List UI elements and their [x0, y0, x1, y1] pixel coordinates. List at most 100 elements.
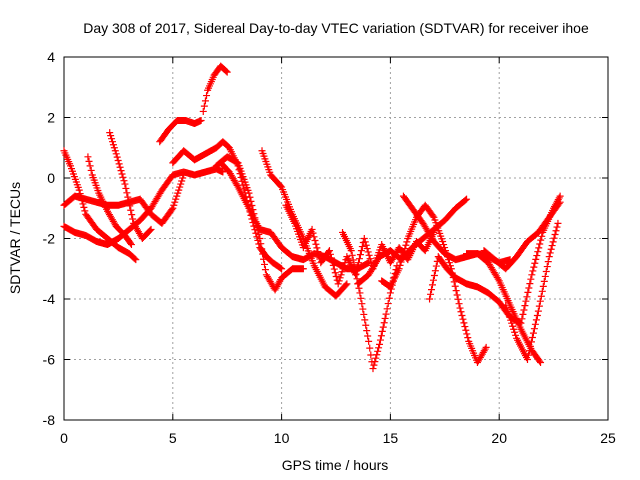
- data-point-marker: [364, 248, 372, 256]
- data-point-marker: [532, 255, 540, 263]
- data-point-marker: [330, 265, 338, 273]
- data-point-marker: [395, 265, 403, 273]
- data-point-marker: [129, 215, 137, 223]
- data-point-marker: [170, 201, 178, 209]
- data-point-marker: [325, 247, 333, 255]
- data-point-marker: [526, 342, 534, 350]
- data-point-marker: [359, 305, 367, 313]
- data-point-marker: [233, 181, 241, 189]
- data-point-marker: [375, 344, 383, 352]
- data-point-marker: [540, 277, 548, 285]
- y-tick-label: 4: [47, 49, 55, 65]
- data-point-marker: [299, 265, 307, 273]
- data-point-marker: [342, 281, 350, 289]
- data-point-marker: [203, 92, 211, 100]
- data-point-marker: [399, 251, 407, 259]
- data-point-marker: [386, 289, 394, 297]
- data-point-marker: [519, 310, 527, 318]
- data-point-marker: [453, 291, 461, 299]
- data-point-marker: [555, 200, 563, 208]
- data-marks: [60, 62, 564, 373]
- y-tick-label: 2: [47, 110, 55, 126]
- data-point-marker: [529, 329, 537, 337]
- data-point-marker: [505, 310, 513, 318]
- data-point-marker: [125, 198, 133, 206]
- data-point-marker: [363, 245, 371, 253]
- x-tick-label: 20: [491, 430, 507, 446]
- data-point-marker: [370, 361, 378, 369]
- data-point-marker: [80, 203, 88, 211]
- data-point-marker: [335, 277, 343, 285]
- data-point-marker: [338, 268, 346, 276]
- data-point-marker: [261, 260, 269, 268]
- data-point-marker: [120, 177, 128, 185]
- data-point-marker: [376, 340, 384, 348]
- data-point-marker: [277, 264, 285, 272]
- data-point-marker: [127, 206, 135, 214]
- data-point-marker: [524, 351, 532, 359]
- data-point-marker: [528, 334, 536, 341]
- data-point-marker: [439, 238, 447, 246]
- data-point-marker: [430, 271, 438, 279]
- data-point-marker: [462, 196, 470, 204]
- data-point-marker: [537, 359, 545, 367]
- data-point-marker: [326, 250, 334, 258]
- data-point-marker: [460, 319, 468, 327]
- data-point-marker: [402, 241, 410, 249]
- data-point-marker: [518, 315, 526, 323]
- data-point-marker: [427, 290, 435, 298]
- data-point-marker: [537, 292, 545, 300]
- data-point-marker: [531, 320, 539, 328]
- data-point-marker: [106, 129, 114, 137]
- data-point-marker: [531, 259, 539, 267]
- chart-title: Day 308 of 2017, Sidereal Day-to-day VTE…: [83, 20, 589, 36]
- data-point-marker: [551, 230, 559, 238]
- data-point-marker: [358, 243, 366, 251]
- data-point-marker: [127, 241, 135, 249]
- data-point-marker: [535, 244, 543, 252]
- data-point-marker: [109, 141, 117, 149]
- data-point-marker: [360, 310, 368, 318]
- data-point-marker: [507, 316, 515, 324]
- data-point-marker: [124, 193, 132, 201]
- data-point-marker: [536, 240, 544, 248]
- data-point-marker: [429, 276, 437, 284]
- data-point-marker: [379, 323, 387, 331]
- data-point-marker: [378, 327, 386, 335]
- data-point-marker: [523, 293, 531, 301]
- data-point-marker: [401, 245, 409, 253]
- y-tick-label: -8: [43, 412, 56, 428]
- y-tick-label: -6: [43, 352, 56, 368]
- data-point-marker: [121, 180, 129, 188]
- data-point-marker: [397, 258, 405, 266]
- data-point-marker: [456, 304, 464, 312]
- data-point-marker: [108, 135, 116, 143]
- data-point-marker: [85, 157, 93, 165]
- data-point-marker: [199, 107, 207, 115]
- data-point-marker: [201, 97, 209, 105]
- data-point-marker: [223, 68, 231, 76]
- data-point-marker: [376, 336, 384, 344]
- data-point-marker: [115, 160, 123, 168]
- data-point-marker: [381, 314, 389, 322]
- data-point-marker: [176, 183, 184, 191]
- x-tick-label: 5: [169, 430, 177, 446]
- data-point-marker: [175, 186, 183, 194]
- data-point-marker: [380, 319, 388, 327]
- data-point-marker: [546, 249, 554, 257]
- data-point-marker: [403, 238, 411, 246]
- data-point-marker: [197, 117, 205, 125]
- data-point-marker: [356, 251, 364, 259]
- series-sat-r: [463, 250, 545, 367]
- series-sat-k: [258, 147, 351, 300]
- data-point-marker: [247, 197, 255, 205]
- data-point-marker: [538, 287, 546, 295]
- data-point-marker: [146, 226, 154, 234]
- data-point-marker: [169, 204, 177, 212]
- data-point-marker: [116, 163, 124, 171]
- data-point-marker: [504, 307, 512, 315]
- data-point-marker: [245, 189, 253, 197]
- data-point-marker: [544, 258, 552, 266]
- data-point-marker: [481, 345, 489, 353]
- data-point-marker: [400, 248, 408, 256]
